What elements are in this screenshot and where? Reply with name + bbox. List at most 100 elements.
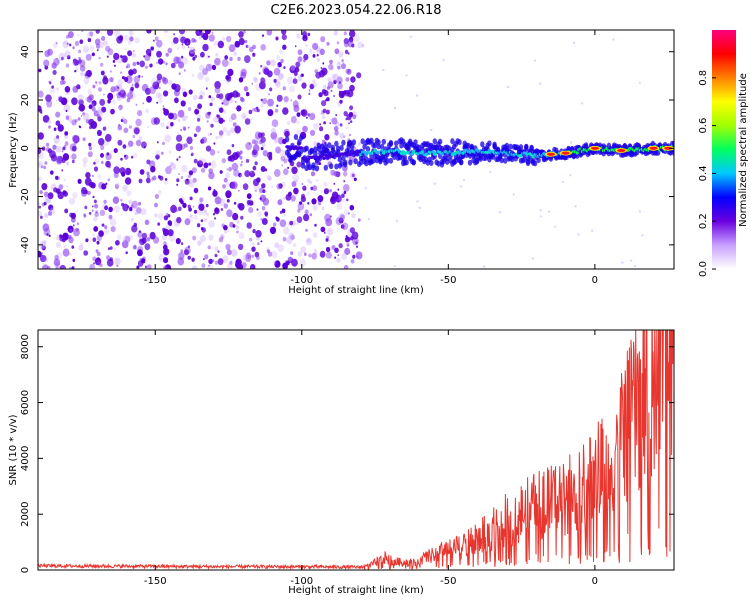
noise-point xyxy=(113,205,120,213)
noise-point xyxy=(77,178,82,184)
noise-point xyxy=(88,118,95,126)
noise-point xyxy=(187,46,190,49)
noise-point xyxy=(283,226,290,235)
ridge-halo-point xyxy=(413,139,418,146)
noise-point xyxy=(46,142,50,147)
noise-point xyxy=(137,110,143,117)
noise-point xyxy=(246,222,252,229)
noise-point xyxy=(303,59,306,63)
noise-point xyxy=(283,196,286,200)
noise-point xyxy=(100,70,105,76)
noise-point xyxy=(257,242,260,246)
noise-point xyxy=(187,255,191,260)
noise-point xyxy=(266,175,271,181)
noise-point xyxy=(294,45,297,48)
noise-point xyxy=(252,229,256,234)
noise-point xyxy=(64,208,69,214)
noise-point xyxy=(206,55,209,59)
noise-point xyxy=(222,98,230,106)
noise-point xyxy=(274,136,280,144)
noise-point xyxy=(251,82,254,85)
noise-point xyxy=(334,48,340,55)
noise-point xyxy=(141,75,143,78)
noise-point xyxy=(311,229,314,232)
noise-point xyxy=(316,53,319,57)
noise-point xyxy=(146,174,151,179)
x-tick-label: 0 xyxy=(592,576,598,587)
noise-point xyxy=(232,224,236,228)
noise-speckle xyxy=(539,215,542,218)
noise-speckle xyxy=(638,81,641,85)
noise-scatter xyxy=(38,30,652,269)
noise-point xyxy=(130,217,134,222)
ridge-halo-point xyxy=(337,156,343,163)
noise-point xyxy=(218,130,224,136)
noise-point xyxy=(297,94,302,100)
noise-point xyxy=(57,124,64,132)
ridge-halo-point xyxy=(314,165,320,172)
noise-point xyxy=(233,51,237,56)
ridge-halo-point xyxy=(376,139,381,146)
noise-point xyxy=(93,166,99,172)
noise-point xyxy=(230,113,237,121)
top-x-axis-label: Height of straight line (km) xyxy=(288,285,424,296)
ridge-halo-point xyxy=(469,143,474,150)
noise-point xyxy=(78,99,84,106)
ridge-halo-point xyxy=(379,143,385,150)
noise-point xyxy=(226,249,232,256)
bottom-x-axis-label: Height of straight line (km) xyxy=(288,585,424,596)
noise-point xyxy=(322,84,327,90)
ridge-halo-point xyxy=(402,154,408,161)
noise-point xyxy=(89,263,96,269)
noise-point xyxy=(261,218,268,225)
noise-point xyxy=(233,169,240,177)
noise-point xyxy=(191,73,195,77)
noise-point xyxy=(238,172,242,178)
noise-point xyxy=(57,191,64,200)
noise-point xyxy=(58,52,66,62)
noise-point xyxy=(260,146,264,151)
noise-point xyxy=(353,34,360,42)
noise-point xyxy=(275,54,281,61)
noise-point xyxy=(71,145,77,152)
y-tick-label: -20 xyxy=(20,188,31,204)
noise-point xyxy=(282,44,287,50)
noise-point xyxy=(256,169,258,172)
noise-point xyxy=(132,134,136,138)
noise-point xyxy=(293,179,297,184)
ridge-halo-point xyxy=(429,160,434,166)
noise-point xyxy=(139,238,145,246)
noise-point xyxy=(256,208,259,211)
ridge-halo-point xyxy=(388,157,394,164)
noise-point xyxy=(210,160,217,169)
noise-point xyxy=(279,210,283,214)
noise-point xyxy=(221,97,226,104)
noise-point xyxy=(301,82,307,89)
noise-point xyxy=(186,136,193,145)
bottom-x-ticks: -150 -100 -50 0 xyxy=(144,330,598,587)
ridge-halo-point xyxy=(503,157,508,164)
noise-point xyxy=(260,103,264,108)
noise-point xyxy=(74,69,77,73)
noise-point xyxy=(238,38,245,46)
noise-point xyxy=(355,251,363,260)
noise-point xyxy=(246,193,252,200)
noise-point xyxy=(204,254,209,260)
noise-point xyxy=(252,144,260,153)
noise-point xyxy=(260,166,266,172)
noise-point xyxy=(296,112,301,117)
noise-point xyxy=(231,249,238,257)
noise-point xyxy=(203,158,206,162)
ridge-peak-core xyxy=(561,151,570,155)
noise-point xyxy=(187,183,190,186)
noise-point xyxy=(56,234,61,241)
noise-point xyxy=(77,94,84,101)
noise-point xyxy=(215,52,219,57)
snr-line-group xyxy=(38,330,674,570)
noise-point xyxy=(127,92,133,100)
noise-point xyxy=(60,97,68,106)
noise-point xyxy=(235,107,238,110)
noise-point xyxy=(240,71,247,79)
noise-point xyxy=(181,55,184,59)
noise-point xyxy=(287,166,289,169)
